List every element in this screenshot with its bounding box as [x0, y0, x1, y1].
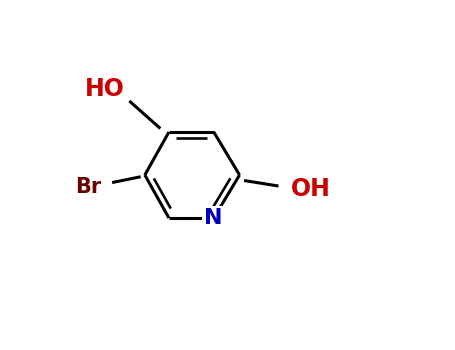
- Text: Br: Br: [75, 177, 101, 197]
- Text: N: N: [204, 208, 223, 228]
- Text: HO: HO: [85, 77, 125, 101]
- Text: OH: OH: [291, 177, 331, 201]
